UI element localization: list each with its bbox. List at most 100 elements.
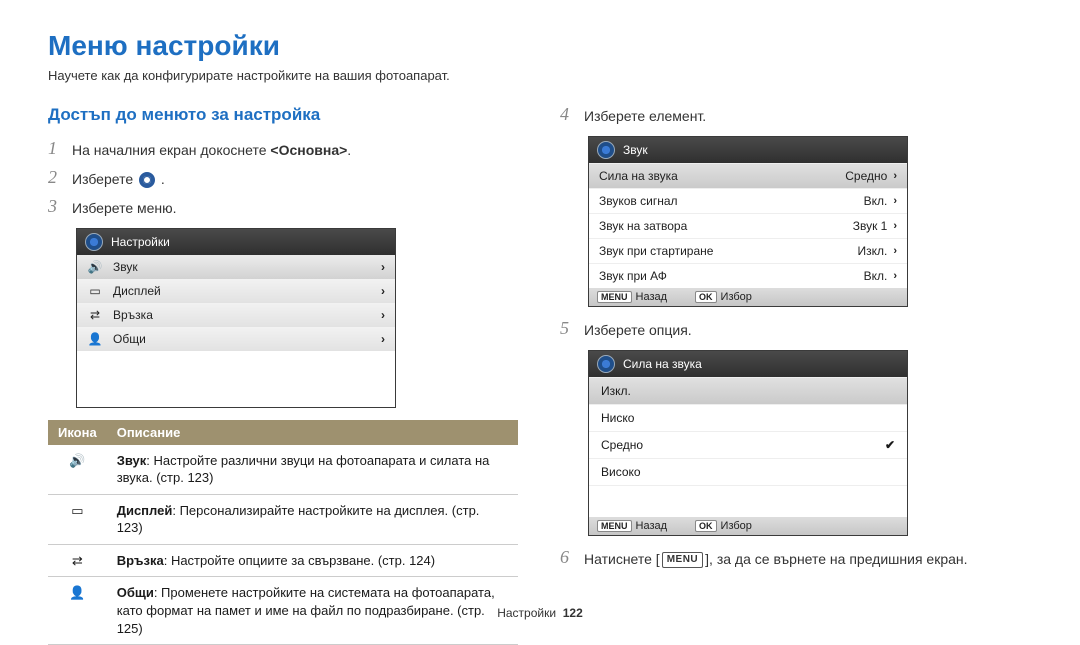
panel-title: Сила на звука xyxy=(623,357,702,371)
page-title: Меню настройки xyxy=(48,30,1032,62)
menu-item-label: Общи xyxy=(113,332,146,346)
menu-list: 🔊 Звук › ▭Дисплей › ⇄ Връзка › 👤 Общи › xyxy=(77,255,395,407)
select-medium[interactable]: Средно ✔ xyxy=(589,431,907,458)
general-icon: 👤 xyxy=(87,332,103,346)
table-row: ⇄ Връзка: Настройте опциите за свързване… xyxy=(48,544,518,577)
select-low[interactable]: Ниско xyxy=(589,404,907,431)
step-number: 6 xyxy=(560,548,574,568)
option-value: Звук 1 xyxy=(853,219,888,233)
row-text: : Настройте опциите за свързване. (стр. … xyxy=(164,553,435,568)
option-label: Звук при АФ xyxy=(599,269,667,283)
option-value: Изкл. xyxy=(857,244,887,258)
panel-title: Настройки xyxy=(111,235,170,249)
footer-label: Настройки xyxy=(497,606,556,620)
row-bold: Звук xyxy=(117,453,147,468)
step-number: 5 xyxy=(560,319,574,339)
step-text: Изберете меню. xyxy=(72,197,177,218)
sound-icon: 🔊 xyxy=(69,453,85,468)
chevron-right-icon: › xyxy=(893,220,897,232)
select-label: Ниско xyxy=(601,411,634,425)
connection-icon: ⇄ xyxy=(87,308,103,322)
menu-item-label: Дисплей xyxy=(113,284,161,298)
sound-icon: 🔊 xyxy=(87,260,103,274)
table-row: 🔊 Звук: Настройте различни звуци на фото… xyxy=(48,445,518,495)
display-icon: ▭ xyxy=(71,503,83,518)
select-label: Високо xyxy=(601,465,641,479)
menu-item-connection[interactable]: ⇄Връзка › xyxy=(77,303,395,327)
table-header-desc: Описание xyxy=(107,420,518,445)
step-5: 5 Изберете опция. xyxy=(560,319,1032,340)
menu-item-sound[interactable]: 🔊 Звук › xyxy=(77,255,395,279)
sound-settings-panel: Звук Сила на звука Средно› Звуков сигнал… xyxy=(588,136,908,307)
step-text: . xyxy=(161,171,165,187)
footer-back-label: Назад xyxy=(636,520,668,532)
option-startup[interactable]: Звук при стартиране Изкл.› xyxy=(589,238,907,263)
step-text: ], за да се върнете на предишния екран. xyxy=(705,551,967,567)
menu-key-icon: MENU xyxy=(662,552,703,568)
section-heading: Достъп до менюто за настройка xyxy=(48,105,520,125)
option-label: Звуков сигнал xyxy=(599,194,678,208)
row-bold: Дисплей xyxy=(117,503,173,518)
table-header-icon: Икона xyxy=(48,420,107,445)
chevron-right-icon: › xyxy=(381,332,385,346)
chevron-right-icon: › xyxy=(381,260,385,274)
step-text: На началния екран докоснете xyxy=(72,142,270,158)
select-label: Изкл. xyxy=(601,384,631,398)
option-volume[interactable]: Сила на звука Средно› xyxy=(589,163,907,188)
step-3: 3 Изберете меню. xyxy=(48,197,520,218)
volume-select-panel: Сила на звука Изкл. Ниско Средно ✔ Висок… xyxy=(588,350,908,536)
left-column: Достъп до менюто за настройка 1 На начал… xyxy=(48,105,520,645)
menu-button-icon: MENU xyxy=(597,291,632,303)
row-bold: Връзка xyxy=(117,553,164,568)
chevron-right-icon: › xyxy=(381,284,385,298)
option-label: Звук на затвора xyxy=(599,219,687,233)
check-icon: ✔ xyxy=(885,438,895,452)
option-shutter[interactable]: Звук на затвора Звук 1 › xyxy=(589,213,907,238)
footer-select-label: Избор xyxy=(721,520,752,532)
step-bold: <Основна> xyxy=(270,142,347,158)
step-text: . xyxy=(347,142,351,158)
general-icon: 👤 xyxy=(69,585,85,600)
chevron-right-icon: › xyxy=(893,195,897,207)
select-high[interactable]: Високо xyxy=(589,458,907,485)
gear-icon xyxy=(597,141,615,159)
step-number: 3 xyxy=(48,197,62,217)
chevron-right-icon: › xyxy=(893,270,897,282)
step-2: 2 Изберете . xyxy=(48,168,520,189)
row-text: : Персонализирайте настройките на диспле… xyxy=(117,503,480,536)
option-af[interactable]: Звук при АФ Вкл. › xyxy=(589,263,907,288)
panel-title: Звук xyxy=(623,143,648,157)
chevron-right-icon: › xyxy=(893,170,897,182)
menu-item-label: Връзка xyxy=(113,308,153,322)
gear-icon xyxy=(597,355,615,373)
option-value: Средно xyxy=(845,169,887,183)
settings-gear-icon xyxy=(139,172,155,188)
step-number: 1 xyxy=(48,139,62,159)
option-value: Вкл. xyxy=(864,269,888,283)
chevron-right-icon: › xyxy=(893,245,897,257)
step-number: 4 xyxy=(560,105,574,125)
step-6: 6 Натиснете [MENU], за да се върнете на … xyxy=(560,548,1032,569)
table-row: ▭ Дисплей: Персонализирайте настройките … xyxy=(48,494,518,544)
step-text: Изберете xyxy=(72,171,137,187)
gear-icon xyxy=(85,233,103,251)
menu-item-display[interactable]: ▭Дисплей › xyxy=(77,279,395,303)
step-text: Изберете елемент. xyxy=(584,105,706,126)
option-value: Вкл. xyxy=(864,194,888,208)
select-off[interactable]: Изкл. xyxy=(589,377,907,404)
footer-select-label: Избор xyxy=(721,291,752,303)
page-subtitle: Научете как да конфигурирате настройките… xyxy=(48,68,1032,83)
row-bold: Общи xyxy=(117,585,154,600)
menu-item-label: Звук xyxy=(113,260,138,274)
connection-icon: ⇄ xyxy=(72,553,83,568)
footer-page-number: 122 xyxy=(563,606,583,620)
row-text: : Настройте различни звуци на фотоапарат… xyxy=(117,453,490,486)
menu-item-general[interactable]: 👤 Общи › xyxy=(77,327,395,351)
page-footer: Настройки 122 xyxy=(0,606,1080,620)
footer-back-label: Назад xyxy=(636,291,668,303)
step-1: 1 На началния екран докоснете <Основна>. xyxy=(48,139,520,160)
option-beep[interactable]: Звуков сигнал Вкл. › xyxy=(589,188,907,213)
step-4: 4 Изберете елемент. xyxy=(560,105,1032,126)
settings-menu-panel: Настройки 🔊 Звук › ▭Дисплей › ⇄ Връзка › 👤… xyxy=(76,228,396,408)
step-number: 2 xyxy=(48,168,62,188)
